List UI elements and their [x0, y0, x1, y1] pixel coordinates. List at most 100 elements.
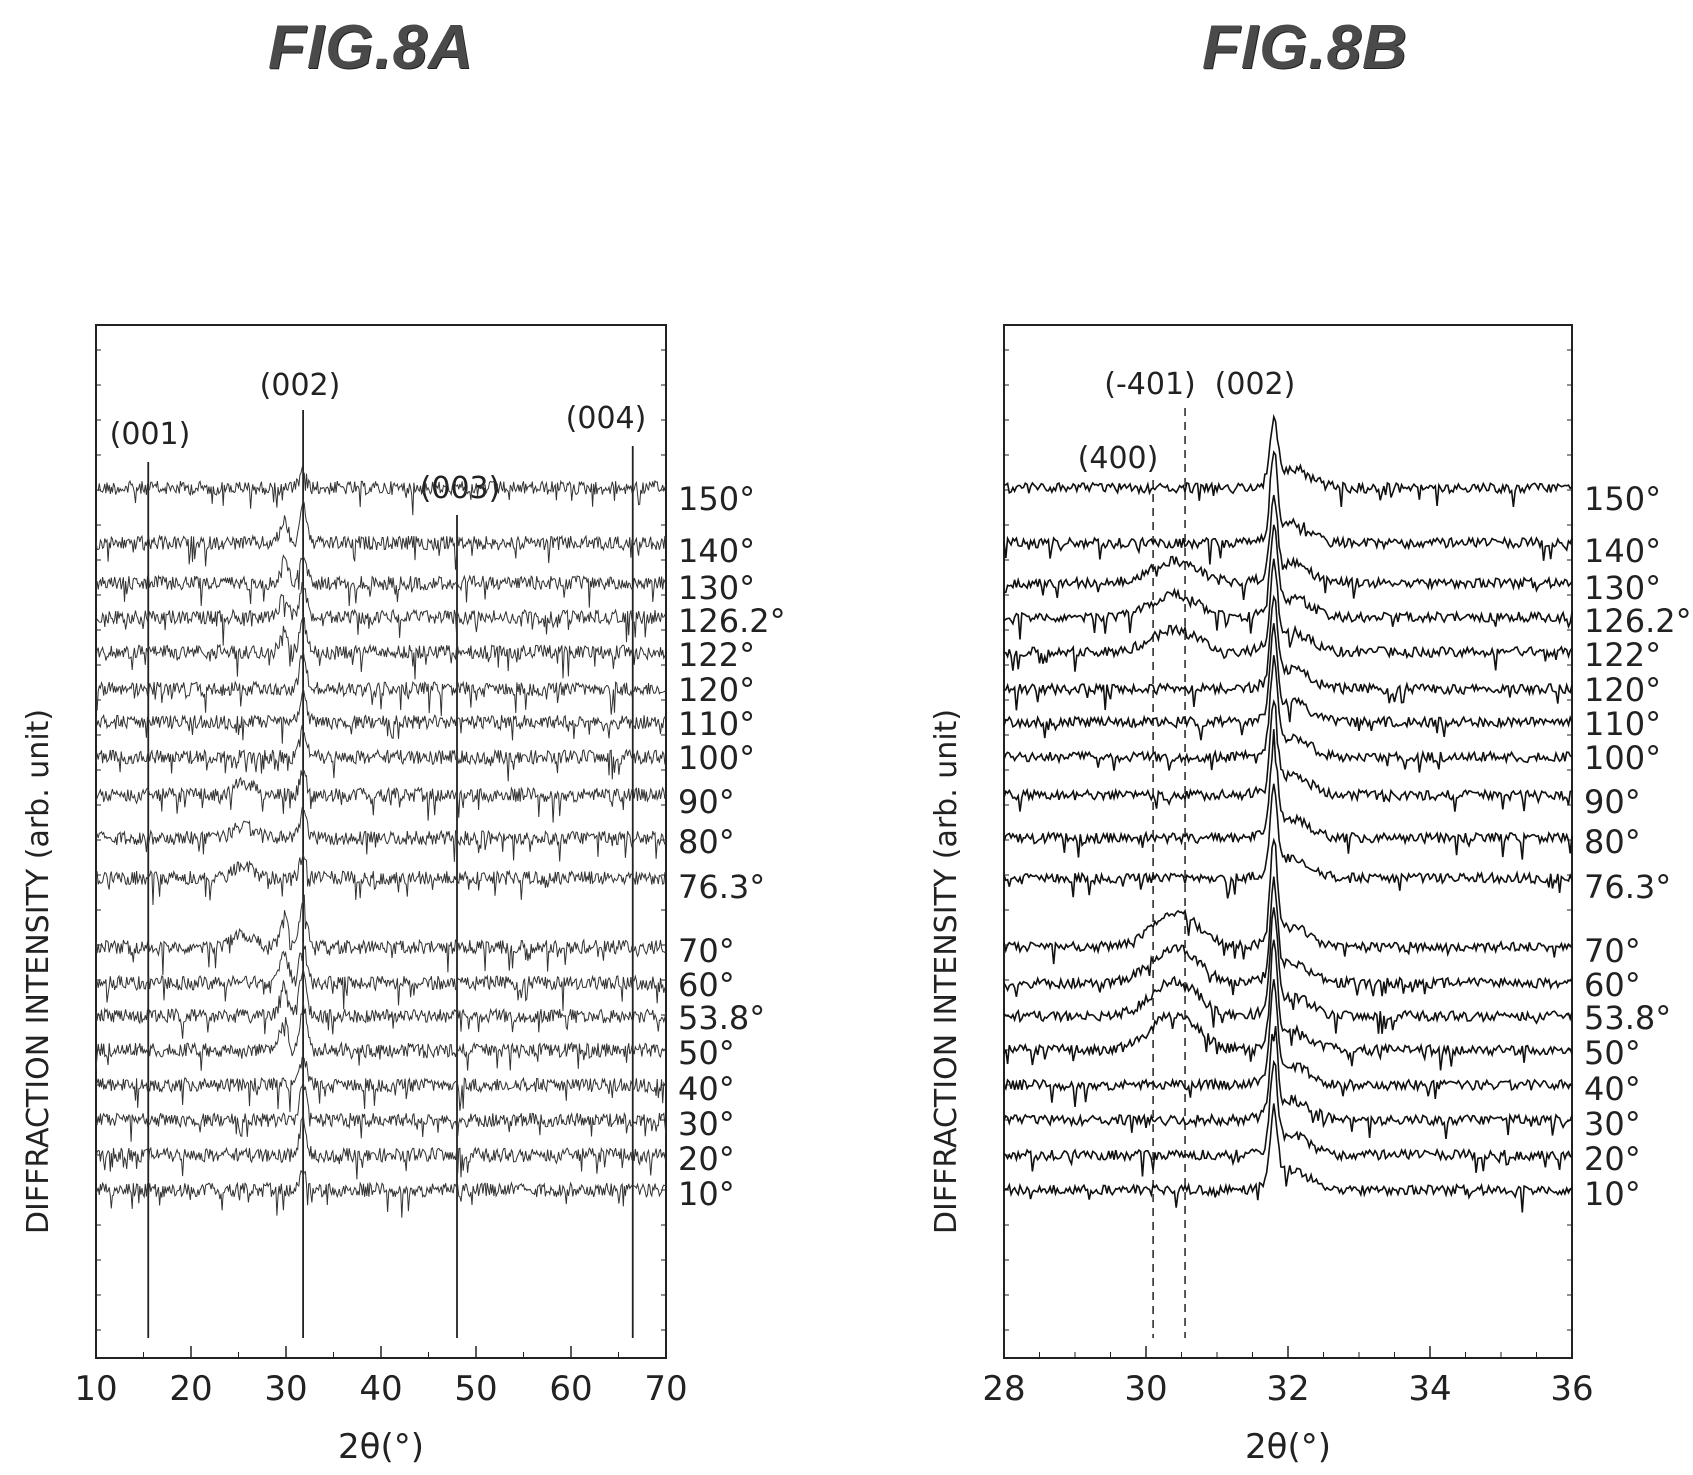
series-label: 150°	[1584, 480, 1661, 518]
series-line	[1003, 450, 1573, 565]
x-tick-label: 30	[1124, 1369, 1167, 1409]
series-label: 100°	[678, 739, 755, 777]
series-line	[95, 499, 667, 570]
y-axis-label: DIFFRACTION INTENSITY (arb. unit)	[929, 709, 964, 1234]
series-label: 120°	[678, 671, 755, 709]
x-axis-label: 2θ(°)	[338, 1427, 424, 1467]
series-label: 90°	[1584, 783, 1641, 821]
x-tick-label: 28	[982, 1369, 1025, 1409]
series-line	[1003, 594, 1573, 711]
series-label: 100°	[1584, 739, 1661, 777]
peak-label: (-401)	[1104, 367, 1196, 402]
series-label: 150°	[678, 480, 755, 518]
peak-label: (002)	[260, 368, 341, 403]
series-label: 140°	[1584, 532, 1661, 570]
series-label: 30°	[1584, 1105, 1641, 1143]
peak-label: (400)	[1078, 441, 1159, 476]
series-line	[1003, 939, 1573, 1071]
peak-label: (002)	[1215, 367, 1296, 402]
series-label: 10°	[678, 1175, 735, 1213]
series-line	[95, 1000, 667, 1071]
series-label: 120°	[1584, 671, 1661, 709]
series-label: 30°	[678, 1105, 735, 1143]
series-label: 126.2°	[1584, 602, 1692, 640]
x-tick-label: 40	[359, 1369, 402, 1409]
series-label: 80°	[1584, 823, 1641, 861]
series-label: 80°	[678, 823, 735, 861]
x-tick-label: 10	[74, 1369, 117, 1409]
series-label: 40°	[678, 1070, 735, 1108]
series-label: 60°	[678, 966, 735, 1004]
figure-b-title: FIG.8B	[1202, 13, 1408, 82]
series-label: 53.8°	[678, 999, 765, 1037]
series-label: 90°	[678, 783, 735, 821]
series-line	[1003, 655, 1573, 773]
series-line	[1003, 729, 1573, 860]
series-line	[95, 942, 667, 1011]
series-line	[95, 687, 667, 744]
series-label: 122°	[1584, 636, 1661, 674]
series-line	[1003, 1026, 1573, 1139]
series-line	[1004, 558, 1573, 672]
series-line	[95, 968, 667, 1039]
series-label: 60°	[1584, 966, 1641, 1004]
series-label: 53.8°	[1584, 999, 1671, 1037]
series-line	[95, 465, 667, 516]
figure-a-title: FIG.8A	[268, 13, 474, 82]
series-line	[1003, 1059, 1573, 1177]
chart-a: 10 20 30 40 50 60 70 2θ(°) DIFFRACTION INTENSITY…	[21, 324, 786, 1467]
series-line	[1003, 837, 1573, 965]
series-label: 50°	[678, 1034, 735, 1072]
series-label: 130°	[1584, 569, 1661, 607]
series-label: 70°	[678, 932, 735, 970]
peak-label: (004)	[566, 401, 647, 436]
series-line	[1003, 494, 1573, 601]
x-tick-label: 36	[1550, 1369, 1593, 1409]
series-line	[95, 894, 667, 976]
series-label: 20°	[678, 1140, 735, 1178]
series-label: 10°	[1584, 1175, 1641, 1213]
series-line	[1003, 413, 1573, 507]
series-line	[1003, 1103, 1573, 1213]
series-line	[95, 1081, 667, 1142]
series-label: 70°	[1584, 932, 1641, 970]
x-tick-label: 30	[264, 1369, 307, 1409]
series-label: 76.3°	[1584, 868, 1671, 906]
series-label: 110°	[1584, 705, 1661, 743]
series-label: 140°	[678, 532, 755, 570]
series-line	[95, 806, 667, 862]
series-line	[95, 1056, 667, 1113]
series-label: 130°	[678, 569, 755, 607]
x-tick-label: 70	[644, 1369, 687, 1409]
x-tick-label: 32	[1266, 1369, 1309, 1409]
series-line	[95, 1169, 667, 1218]
series-line	[95, 853, 667, 906]
series-line	[95, 553, 667, 608]
x-tick-label: 60	[549, 1369, 592, 1409]
series-label: 126.2°	[678, 602, 786, 640]
series-label: 76.3°	[678, 868, 765, 906]
series-label: 110°	[678, 705, 755, 743]
series-line	[95, 581, 667, 646]
series-line	[95, 649, 667, 717]
y-axis-label: DIFFRACTION INTENSITY (arb. unit)	[21, 709, 56, 1234]
series-line	[1003, 876, 1573, 997]
series-line	[1003, 783, 1573, 899]
series-line	[1003, 524, 1573, 640]
peak-label: (001)	[110, 417, 191, 452]
series-label: 20°	[1584, 1140, 1641, 1178]
series-line	[95, 769, 667, 823]
series-line	[1003, 979, 1573, 1107]
series-line	[1003, 623, 1573, 741]
series-label: 122°	[678, 636, 755, 674]
series-label: 40°	[1584, 1070, 1641, 1108]
x-tick-label: 50	[454, 1369, 497, 1409]
series-line	[1003, 907, 1573, 1034]
series-label: 50°	[1584, 1034, 1641, 1072]
x-tick-label: 34	[1408, 1369, 1451, 1409]
x-tick-label: 20	[169, 1369, 212, 1409]
chart-b: 28 30 32 34 36 2θ(°) DIFFRACTION INTENSITY (ar…	[929, 324, 1692, 1467]
series-line	[1003, 698, 1573, 812]
series-line	[95, 725, 667, 782]
